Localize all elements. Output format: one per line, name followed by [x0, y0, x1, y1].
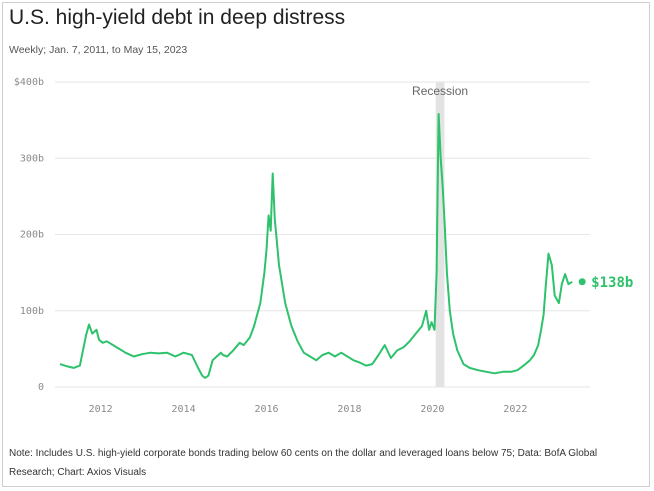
end-point-marker	[578, 278, 586, 286]
y-tick-label: $400b	[14, 77, 44, 88]
y-tick-label: 100b	[20, 306, 44, 317]
chart-title: U.S. high-yield debt in deep distress	[9, 6, 346, 29]
chart-card	[2, 2, 650, 487]
recession-band	[435, 82, 445, 387]
x-tick-label: 2018	[337, 404, 361, 415]
series-line-distressed-debt	[59, 113, 573, 379]
x-tick-label: 2014	[172, 404, 196, 415]
y-tick-label: 0	[38, 382, 44, 393]
recession-label: Recession	[412, 84, 468, 98]
x-tick-label: 2022	[503, 404, 527, 415]
y-tick-label: 200b	[20, 230, 44, 241]
x-tick-label: 2016	[254, 404, 278, 415]
y-tick-label: 300b	[20, 153, 44, 164]
chart-subtitle: Weekly; Jan. 7, 2011, to May 15, 2023	[9, 44, 188, 56]
chart-footnote: Note: Includes U.S. high-yield corporate…	[9, 448, 598, 478]
x-tick-label: 2020	[420, 404, 444, 415]
x-tick-label: 2012	[89, 404, 113, 415]
end-value-label: $138b	[591, 275, 633, 291]
